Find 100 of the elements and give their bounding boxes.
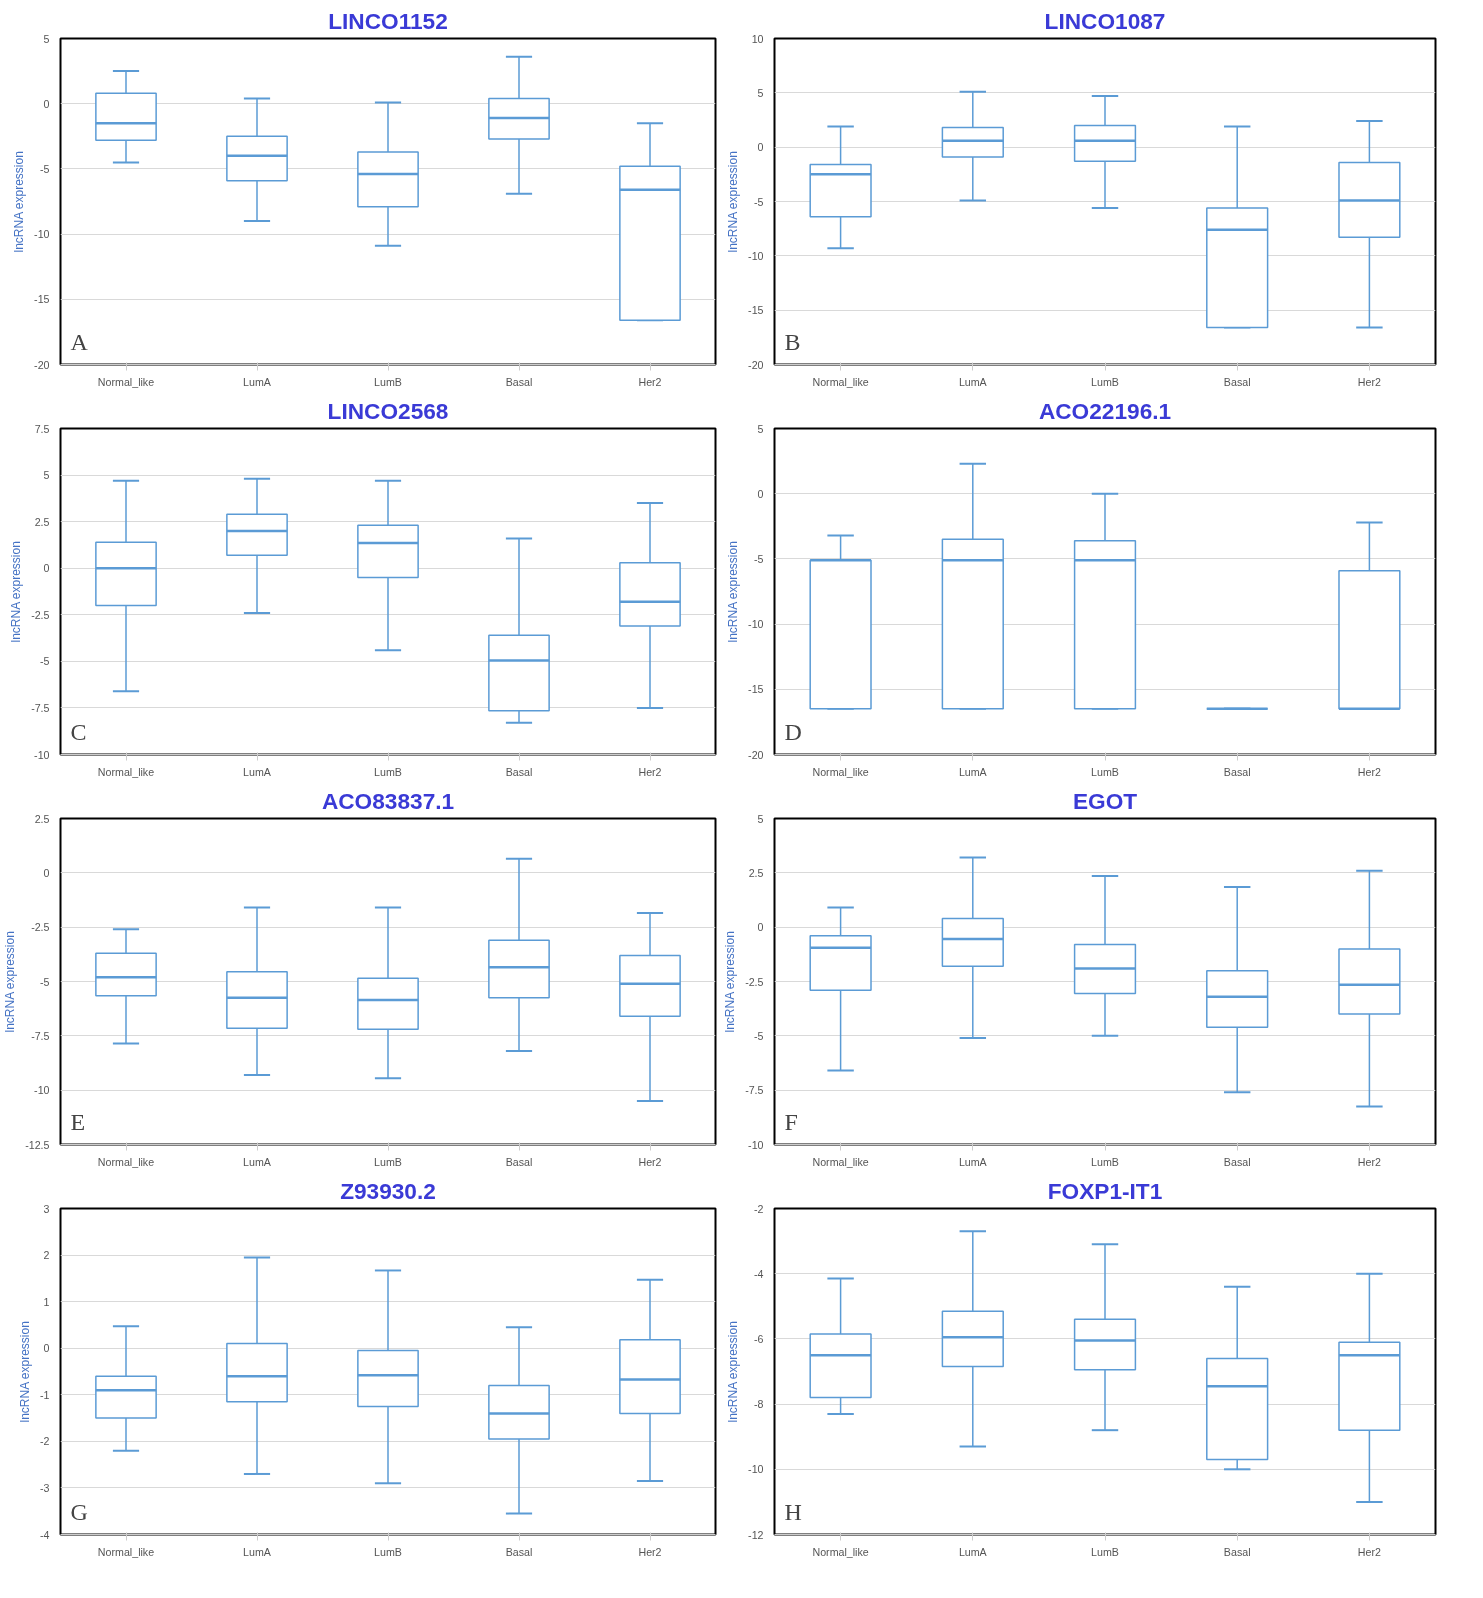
y-tick-label: -12 <box>748 1528 764 1541</box>
y-tick-label: -2 <box>40 1435 50 1448</box>
x-tick-label: Basal <box>505 1545 533 1558</box>
x-tick-label: LumB <box>374 1155 402 1168</box>
y-tick-label: -4 <box>40 1528 50 1541</box>
x-tick-label: Her2 <box>638 765 662 778</box>
y-tick-label: 5 <box>757 86 764 99</box>
y-axis-title: lncRNA expression <box>726 1321 741 1423</box>
x-tick-label: LumA <box>243 1155 272 1168</box>
chart-title: LINCO1152 <box>328 7 448 34</box>
y-tick-label: -2.5 <box>31 608 50 621</box>
chart-title: EGOT <box>1072 787 1138 814</box>
y-tick-label: 0 <box>757 141 764 154</box>
x-tick-label: Normal_like <box>97 1155 155 1168</box>
x-tick-label: LumA <box>243 1545 272 1558</box>
y-axis-title: lncRNA expression <box>12 151 27 253</box>
y-tick-label: -20 <box>748 358 764 371</box>
y-tick-label: 0 <box>43 97 50 110</box>
x-tick-label: LumB <box>1091 1545 1119 1558</box>
x-tick-label: Normal_like <box>97 765 155 778</box>
y-tick-label: -12.5 <box>25 1138 50 1151</box>
y-tick-label: 5 <box>43 469 50 482</box>
x-tick-label: LumB <box>374 375 402 388</box>
y-tick-label: -15 <box>34 293 50 306</box>
x-tick-label: Normal_like <box>812 765 869 778</box>
y-tick-label: -10 <box>34 748 50 761</box>
y-tick-label: -20 <box>34 358 50 371</box>
x-tick-label: Her2 <box>638 375 662 388</box>
y-tick-label: -2.5 <box>31 921 50 934</box>
y-tick-label: 0 <box>43 866 50 879</box>
x-tick-label: Basal <box>1223 1545 1251 1558</box>
y-tick-label: 0 <box>757 487 764 500</box>
y-tick-label: -20 <box>748 748 764 761</box>
x-tick-label: Basal <box>1223 375 1251 388</box>
annotation: F <box>784 1108 798 1135</box>
x-tick-label: Normal_like <box>812 1545 869 1558</box>
y-tick-label: -8 <box>754 1398 764 1411</box>
y-tick-label: -5 <box>754 1029 764 1042</box>
y-tick-label: -10 <box>34 1084 50 1097</box>
y-tick-label: -10 <box>748 1463 764 1476</box>
y-axis-title: lncRNA expression <box>726 151 741 253</box>
x-tick-label: Normal_like <box>97 375 155 388</box>
y-tick-label: -1 <box>40 1388 50 1401</box>
y-tick-label: -7.5 <box>31 1029 50 1042</box>
chart-title: ACO83837.1 <box>321 787 455 814</box>
y-axis-title: lncRNA expression <box>3 931 18 1033</box>
y-tick-label: -10 <box>34 228 50 241</box>
y-tick-label: -4 <box>754 1267 764 1280</box>
annotation: D <box>784 718 802 745</box>
y-tick-label: -5 <box>40 975 50 988</box>
y-tick-label: 0 <box>43 1342 50 1355</box>
y-tick-label: 10 <box>751 32 764 45</box>
chart-title: LINCO1087 <box>1044 7 1166 34</box>
y-tick-label: -3 <box>40 1481 50 1494</box>
x-tick-label: Her2 <box>1357 1155 1382 1168</box>
annotation: E <box>70 1108 86 1135</box>
y-tick-label: 2.5 <box>34 812 50 825</box>
y-tick-label: -10 <box>748 618 764 631</box>
annotation: G <box>70 1498 88 1525</box>
x-tick-label: Basal <box>505 375 533 388</box>
y-tick-label: 5 <box>757 422 764 435</box>
annotation: H <box>784 1498 802 1525</box>
chart-title: Z93930.2 <box>340 1177 436 1204</box>
annotation: B <box>784 328 801 355</box>
y-tick-label: -2.5 <box>745 975 764 988</box>
x-tick-label: LumB <box>374 765 402 778</box>
x-tick-label: LumA <box>243 375 272 388</box>
annotation: C <box>70 718 87 745</box>
y-tick-label: 2.5 <box>34 515 50 528</box>
y-tick-label: 3 <box>43 1202 50 1215</box>
y-tick-label: 5 <box>43 32 50 45</box>
y-tick-label: -5 <box>754 195 764 208</box>
x-tick-label: Her2 <box>1357 375 1382 388</box>
x-tick-label: LumB <box>1091 375 1119 388</box>
y-tick-label: -5 <box>754 552 764 565</box>
x-tick-label: Basal <box>1223 1155 1251 1168</box>
y-tick-label: -15 <box>748 683 764 696</box>
x-tick-label: Normal_like <box>812 1155 869 1168</box>
x-tick-label: Her2 <box>638 1155 662 1168</box>
x-tick-label: LumA <box>958 765 988 778</box>
y-tick-label: 1 <box>43 1295 50 1308</box>
x-tick-label: Basal <box>505 1155 533 1168</box>
annotation: A <box>70 328 89 355</box>
x-tick-label: LumA <box>958 1545 988 1558</box>
y-tick-label: -2 <box>754 1202 764 1215</box>
x-tick-label: LumA <box>958 1155 988 1168</box>
x-tick-label: Her2 <box>1357 1545 1382 1558</box>
y-tick-label: 2.5 <box>748 866 764 879</box>
y-tick-label: -5 <box>40 162 50 175</box>
y-tick-label: -5 <box>40 655 50 668</box>
y-tick-label: 0 <box>43 562 50 575</box>
y-tick-label: 0 <box>757 921 764 934</box>
y-tick-label: -6 <box>754 1332 764 1345</box>
chart-title: ACO22196.1 <box>1038 397 1172 424</box>
x-tick-label: Normal_like <box>812 375 869 388</box>
y-tick-label: 7.5 <box>34 422 50 435</box>
y-axis-title: lncRNA expression <box>723 931 738 1033</box>
y-axis-title: lncRNA expression <box>9 541 24 643</box>
y-tick-label: -10 <box>748 249 764 262</box>
y-tick-label: -15 <box>748 304 764 317</box>
